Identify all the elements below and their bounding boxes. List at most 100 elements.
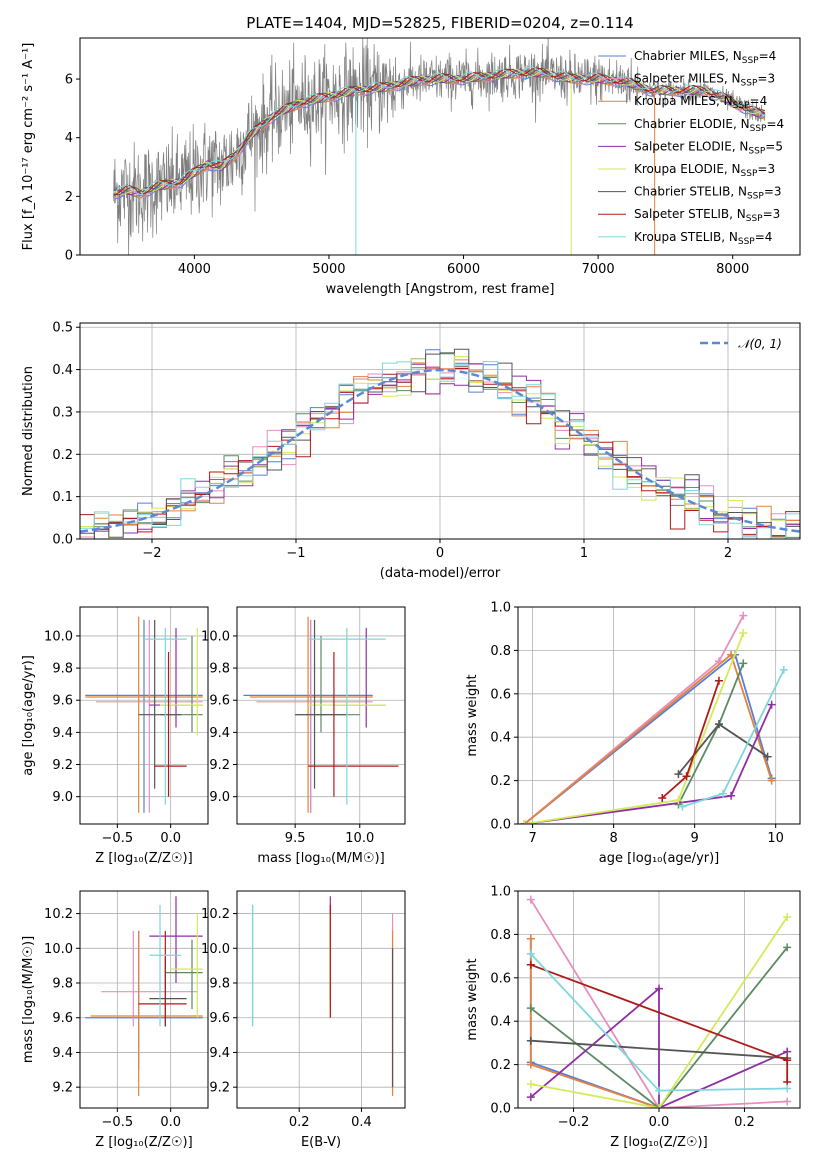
legend-subscript: SSP xyxy=(741,169,758,179)
x-tick-label: 0.0 xyxy=(160,1115,181,1130)
weight-marker xyxy=(719,789,728,798)
legend-subscript: SSP xyxy=(733,101,750,111)
x-tick-label: 9 xyxy=(691,831,699,846)
legend-value: =5 xyxy=(765,139,783,153)
x-tick-label: 0.2 xyxy=(734,1115,755,1130)
y-tick-label: 0.5 xyxy=(52,321,73,336)
y-tick-label: 10.2 xyxy=(44,907,73,922)
y-axis-label: Flux [f_λ 10⁻¹⁷ erg cm⁻² s⁻¹ A⁻¹] xyxy=(21,43,36,251)
y-tick-label: 0.4 xyxy=(490,1015,511,1030)
y-tick-label: 9.4 xyxy=(52,1046,73,1061)
weight-marker xyxy=(674,796,683,805)
x-tick-label: 5000 xyxy=(312,262,345,277)
weight-line xyxy=(523,653,773,824)
y-tick-label: 10.0 xyxy=(44,629,73,644)
x-tick-label: 0.0 xyxy=(160,831,181,846)
plot-frame xyxy=(517,890,801,1109)
weight-marker xyxy=(739,611,748,620)
x-tick-label: −1 xyxy=(286,546,305,561)
y-tick-label: 0.6 xyxy=(490,971,511,986)
y-axis-label: mass weight xyxy=(465,958,480,1040)
plot-frame xyxy=(79,322,801,540)
y-axis-label: mass weight xyxy=(465,674,480,756)
weight-marker xyxy=(526,895,535,904)
histogram-bars xyxy=(80,348,800,539)
errorbars xyxy=(85,616,203,813)
y-tick-label: 1.0 xyxy=(490,885,511,900)
weight-marker xyxy=(526,1036,535,1045)
x-axis-label: wavelength [Angstrom, rest frame] xyxy=(326,282,555,297)
y-tick-label: 10.0 xyxy=(201,629,230,644)
x-axis-label: Z [log₁₀(Z/Z☉)] xyxy=(95,1135,192,1150)
y-tick-label: 9.6 xyxy=(209,694,230,709)
x-tick-label: 9.5 xyxy=(285,831,306,846)
y-axis-label: Normed distribution xyxy=(21,366,36,496)
weight-marker xyxy=(783,1056,792,1065)
plot-frame xyxy=(236,606,406,825)
legend-name: Salpeter ELODIE, N xyxy=(634,139,748,153)
weight-marker xyxy=(739,629,748,638)
axes-spectrum: 4000 5000 6000 7000 8000 0 2 4 6 wavelength [Angs… xyxy=(21,37,801,297)
normal-curve xyxy=(80,368,800,533)
plot-frame xyxy=(79,890,209,1109)
y-tick-label: 9.8 xyxy=(52,662,73,677)
legend-name: Chabrier STELIB, N xyxy=(634,185,747,199)
weight-marker xyxy=(767,700,776,709)
spectrum-model-line xyxy=(113,71,766,200)
y-tick-label: 9.2 xyxy=(209,1081,230,1096)
y-tick-label: 9.0 xyxy=(52,790,73,805)
legend-entry: Salpeter ELODIE, NSSP=5 xyxy=(634,139,783,156)
legend-subscript: SSP xyxy=(738,237,755,247)
legend-entry: Chabrier ELODIE, NSSP=4 xyxy=(634,117,784,134)
axes-residuals: −2 −1 0 1 2 0.0 0.1 0.2 0.3 0.4 0.5 (data-model)/er… xyxy=(21,321,801,581)
x-axis-label: mass [log₁₀(M/M☉)] xyxy=(257,851,384,866)
y-axis-label: age [log₁₀(age/yr)] xyxy=(21,655,36,776)
weight-marker xyxy=(526,1060,535,1069)
weight-marker xyxy=(526,934,535,943)
y-tick-label: 0.4 xyxy=(490,731,511,746)
legend-value: =3 xyxy=(763,207,781,221)
legend-value: =3 xyxy=(764,185,782,199)
y-tick-label: 0.3 xyxy=(52,405,73,420)
x-tick-label: 8 xyxy=(609,831,617,846)
x-tick-label: 0.0 xyxy=(649,1115,670,1130)
legend-entry: Kroupa MILES, NSSP=4 xyxy=(634,94,767,111)
weight-line xyxy=(530,1039,788,1059)
y-tick-label: 9.0 xyxy=(209,790,230,805)
legend-entry: Chabrier MILES, NSSP=4 xyxy=(634,49,776,66)
weight-lines xyxy=(520,611,788,824)
x-tick-label: 6000 xyxy=(447,262,480,277)
axes-age_vs_Z: −0.5 0.0 9.0 9.2 9.4 9.6 9.8 10.0 Z [log₁₀(Z/Z☉)… xyxy=(21,606,209,866)
weight-marker xyxy=(783,1084,792,1093)
plot-frame xyxy=(79,606,209,825)
weight-marker xyxy=(674,770,683,779)
x-tick-label: −0.2 xyxy=(558,1115,590,1130)
x-tick-label: 0 xyxy=(436,546,444,561)
spectrum-model-line xyxy=(113,70,765,199)
spectrum-model-line xyxy=(113,68,766,195)
weight-line xyxy=(530,946,788,1108)
legend-subscript: SSP xyxy=(746,214,763,224)
weight-line xyxy=(530,986,788,1108)
x-tick-label: 7 xyxy=(528,831,536,846)
legend-value: =4 xyxy=(759,49,777,63)
y-tick-label: 0.2 xyxy=(490,1058,511,1073)
y-tick-label: 2 xyxy=(65,190,73,205)
x-tick-label: −0.5 xyxy=(102,831,134,846)
weight-marker xyxy=(779,665,788,674)
weight-marker xyxy=(727,791,736,800)
weight-marker xyxy=(783,1097,792,1106)
weight-marker xyxy=(763,752,772,761)
legend-value: =4 xyxy=(750,94,768,108)
weight-marker xyxy=(526,1080,535,1089)
axes-weight_vs_age: 7 8 9 10 0.0 0.2 0.4 0.6 0.8 1.0 age [log₁₀(age/yr… xyxy=(465,601,801,866)
y-axis-label: mass [log₁₀(M/M☉)] xyxy=(21,936,36,1063)
weight-marker xyxy=(526,960,535,969)
y-tick-label: 9.8 xyxy=(209,662,230,677)
legend-subscript: SSP xyxy=(748,146,765,156)
axes-weight_vs_Z: −0.2 0.0 0.2 0.0 0.2 0.4 0.6 0.8 1.0 Z [log₁₀(Z/Z… xyxy=(465,885,801,1150)
x-axis-label: E(B-V) xyxy=(301,1135,341,1150)
weight-line xyxy=(523,653,773,824)
